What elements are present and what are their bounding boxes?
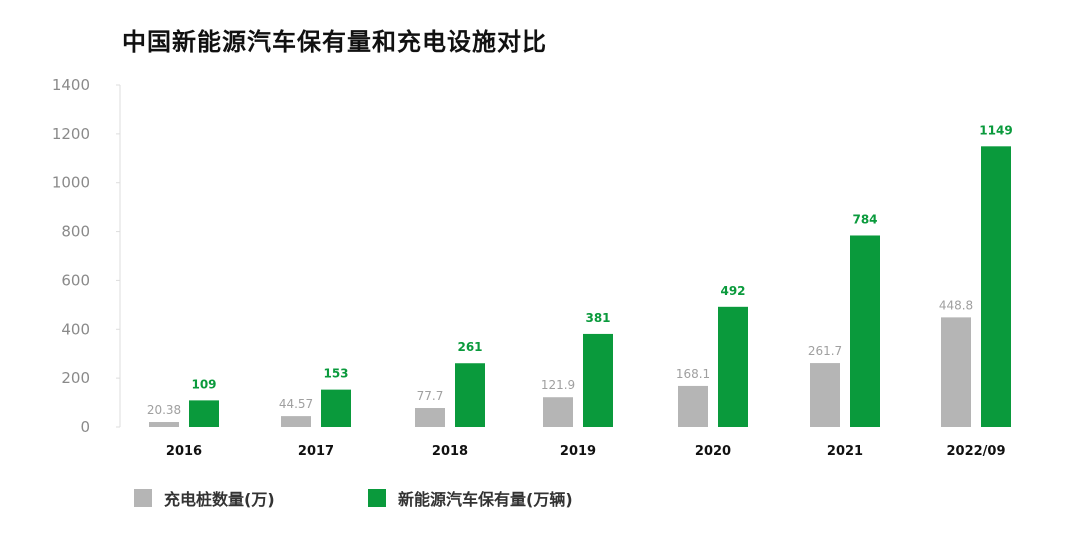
bar-nev-stock bbox=[321, 389, 351, 427]
y-tick-label: 1400 bbox=[52, 76, 90, 94]
x-tick-label: 2019 bbox=[560, 444, 596, 459]
bar-nev-stock bbox=[583, 333, 613, 427]
x-tick-label: 2017 bbox=[298, 444, 334, 459]
legend-swatch-gray bbox=[134, 489, 152, 507]
data-label-charging-piles: 121.9 bbox=[541, 378, 575, 392]
chart-title: 中国新能源汽车保有量和充电设施对比 bbox=[122, 28, 547, 56]
data-label-nev-stock: 492 bbox=[720, 284, 745, 298]
legend-swatch-green bbox=[368, 489, 386, 507]
x-tick-label: 2021 bbox=[827, 444, 863, 459]
y-tick-label: 1200 bbox=[52, 125, 90, 143]
data-label-charging-piles: 168.1 bbox=[676, 367, 710, 381]
legend-label: 新能源汽车保有量(万辆) bbox=[398, 490, 573, 509]
x-tick-label: 2016 bbox=[166, 444, 202, 459]
x-tick-label: 2018 bbox=[432, 444, 468, 459]
legend-item-nev-stock: 新能源汽车保有量(万辆) bbox=[368, 486, 573, 510]
bar-charging-piles bbox=[810, 363, 840, 427]
legend-item-charging-piles: 充电桩数量(万) bbox=[134, 486, 275, 510]
bar-charging-piles bbox=[941, 317, 971, 427]
x-tick-label: 2020 bbox=[695, 444, 731, 459]
bar-charging-piles bbox=[149, 422, 179, 427]
bar-nev-stock bbox=[981, 146, 1011, 427]
bar-nev-stock bbox=[455, 363, 485, 427]
y-tick-label: 800 bbox=[61, 223, 90, 241]
y-tick-label: 400 bbox=[61, 320, 90, 338]
data-label-nev-stock: 381 bbox=[585, 311, 610, 325]
bar-charging-piles bbox=[543, 397, 573, 427]
data-label-nev-stock: 153 bbox=[323, 367, 348, 381]
data-label-nev-stock: 261 bbox=[457, 340, 482, 354]
y-tick-label: 1000 bbox=[52, 174, 90, 192]
bar-charging-piles bbox=[678, 385, 708, 427]
y-tick-label: 600 bbox=[61, 271, 90, 289]
bar-nev-stock bbox=[718, 306, 748, 427]
data-label-nev-stock: 1149 bbox=[979, 123, 1012, 137]
bar-nev-stock bbox=[850, 235, 880, 427]
y-tick-label: 200 bbox=[61, 369, 90, 387]
data-label-charging-piles: 44.57 bbox=[279, 397, 313, 411]
x-tick-label: 2022/09 bbox=[946, 444, 1005, 459]
bar-charging-piles bbox=[281, 416, 311, 427]
legend-label: 充电桩数量(万) bbox=[164, 490, 275, 509]
data-label-charging-piles: 20.38 bbox=[147, 403, 181, 417]
data-label-nev-stock: 784 bbox=[852, 212, 877, 226]
data-label-nev-stock: 109 bbox=[191, 377, 216, 391]
bar-nev-stock bbox=[189, 400, 219, 427]
data-label-charging-piles: 77.7 bbox=[417, 389, 444, 403]
data-label-charging-piles: 261.7 bbox=[808, 344, 842, 358]
y-tick-label: 0 bbox=[80, 418, 90, 436]
bar-charging-piles bbox=[415, 408, 445, 427]
data-label-charging-piles: 448.8 bbox=[939, 298, 973, 312]
